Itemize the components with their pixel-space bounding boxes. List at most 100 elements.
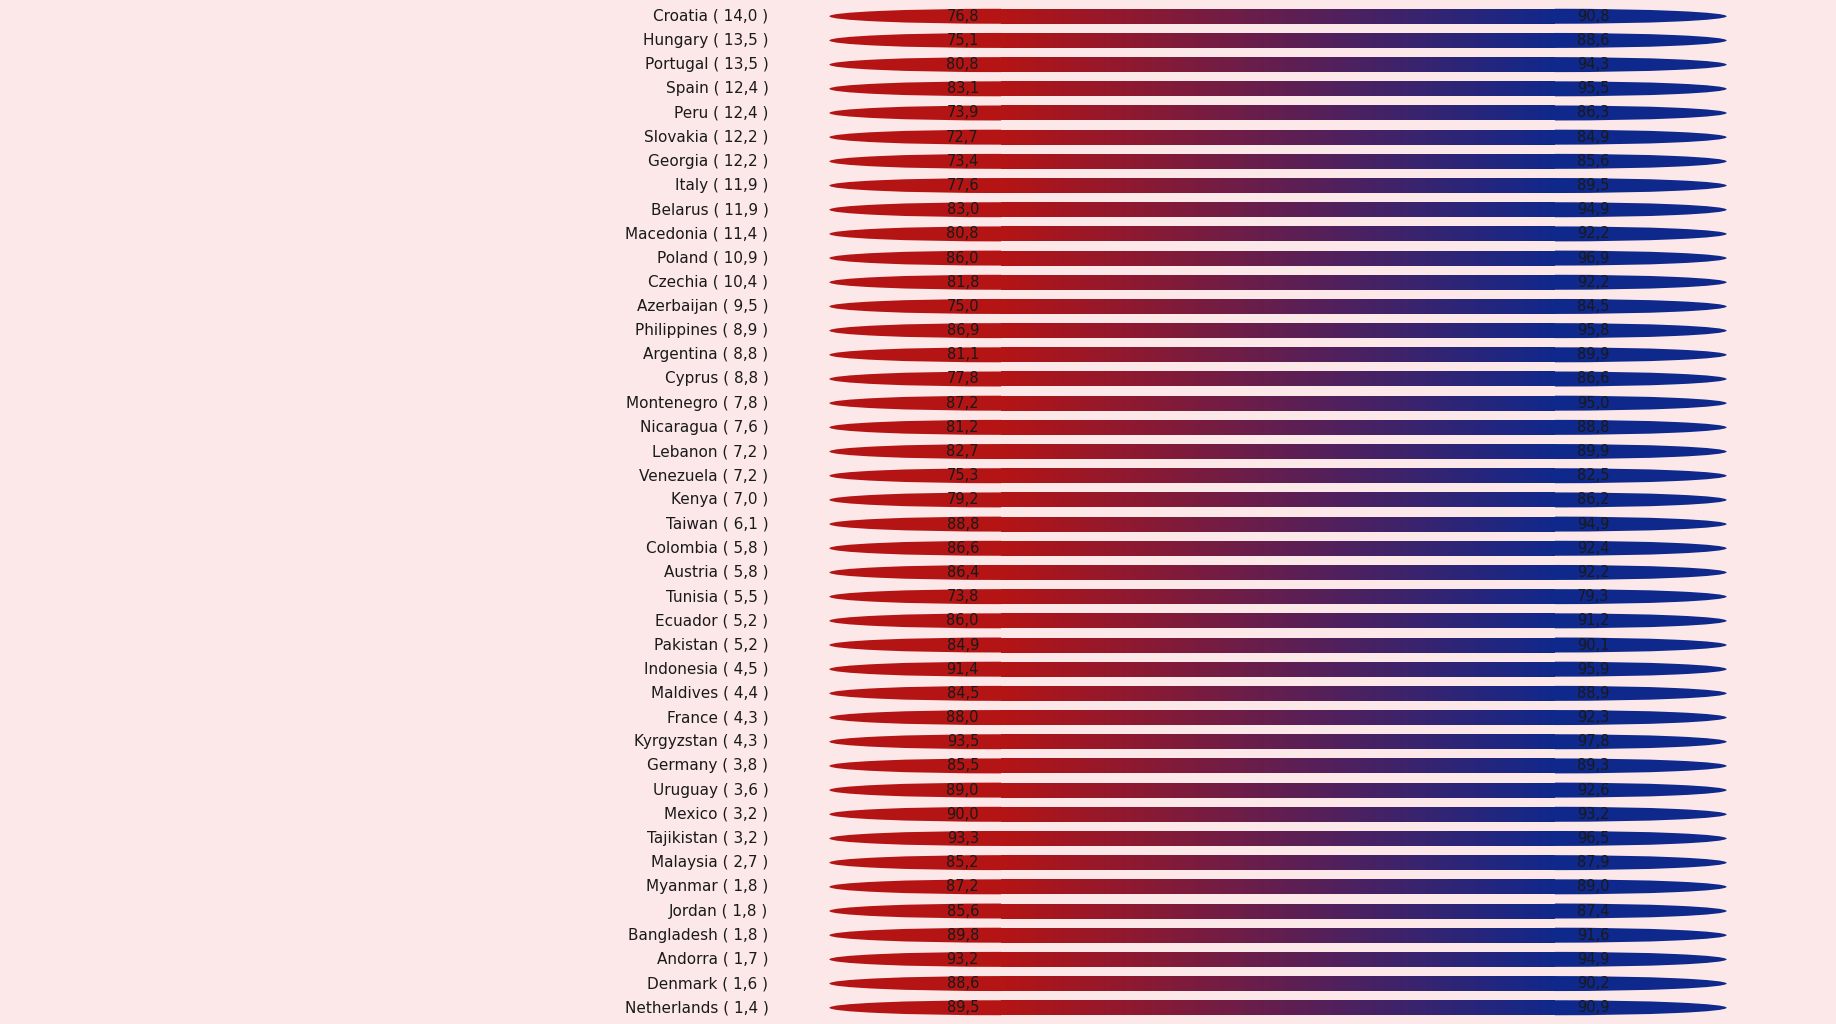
Bar: [1282, 226, 1283, 242]
Bar: [1148, 57, 1151, 72]
Bar: [1236, 274, 1239, 290]
Bar: [1416, 976, 1419, 991]
Bar: [1375, 251, 1377, 265]
Bar: [1452, 202, 1456, 217]
Bar: [1267, 324, 1271, 338]
Bar: [1289, 855, 1293, 870]
Bar: [1348, 444, 1349, 459]
Bar: [1430, 903, 1434, 919]
Bar: [1236, 130, 1239, 144]
Bar: [1203, 807, 1206, 822]
Bar: [1524, 880, 1528, 894]
Bar: [1265, 372, 1267, 386]
Bar: [1360, 372, 1364, 386]
Bar: [1135, 782, 1136, 798]
Bar: [1201, 516, 1203, 531]
Wedge shape: [830, 226, 1001, 242]
Bar: [1135, 565, 1136, 580]
Bar: [1267, 202, 1271, 217]
Bar: [1467, 830, 1469, 846]
Bar: [1461, 855, 1463, 870]
Bar: [1034, 57, 1037, 72]
Bar: [1096, 880, 1098, 894]
Bar: [1012, 154, 1015, 169]
Bar: [1234, 33, 1236, 48]
Bar: [1282, 880, 1283, 894]
Bar: [1120, 734, 1124, 750]
Bar: [1208, 154, 1212, 169]
Bar: [1491, 613, 1495, 629]
Bar: [1371, 154, 1375, 169]
Bar: [1048, 782, 1050, 798]
Bar: [1212, 589, 1214, 604]
Bar: [1469, 154, 1472, 169]
Bar: [1423, 57, 1425, 72]
Bar: [1157, 154, 1159, 169]
Bar: [1065, 686, 1067, 700]
Bar: [1201, 105, 1203, 121]
Bar: [1495, 759, 1496, 773]
Bar: [1168, 324, 1170, 338]
Bar: [1087, 299, 1091, 314]
Bar: [1179, 807, 1181, 822]
Bar: [1124, 226, 1125, 242]
Bar: [1032, 251, 1034, 265]
Bar: [1439, 952, 1441, 967]
Bar: [1032, 976, 1034, 991]
Bar: [1214, 420, 1217, 435]
Bar: [1010, 686, 1012, 700]
Bar: [1076, 9, 1078, 24]
Bar: [1445, 178, 1447, 194]
Bar: [1059, 130, 1061, 144]
Bar: [1337, 57, 1338, 72]
Bar: [1146, 154, 1148, 169]
Bar: [1195, 274, 1197, 290]
Wedge shape: [830, 444, 1001, 459]
Bar: [1259, 638, 1261, 652]
Bar: [1375, 928, 1377, 943]
Bar: [1028, 420, 1032, 435]
Bar: [1441, 154, 1445, 169]
Bar: [1423, 928, 1425, 943]
Bar: [1500, 589, 1502, 604]
Bar: [1414, 251, 1416, 265]
Bar: [1416, 855, 1419, 870]
Bar: [1518, 710, 1522, 725]
Bar: [1522, 9, 1524, 24]
Bar: [1157, 565, 1159, 580]
Bar: [1496, 178, 1500, 194]
Bar: [1414, 759, 1416, 773]
Bar: [1195, 154, 1197, 169]
Bar: [1272, 347, 1276, 362]
Bar: [1214, 638, 1217, 652]
Bar: [1107, 830, 1109, 846]
Bar: [1500, 928, 1502, 943]
Bar: [1463, 903, 1467, 919]
Bar: [1272, 734, 1276, 750]
Bar: [1278, 251, 1282, 265]
Bar: [1021, 541, 1023, 556]
Bar: [1416, 251, 1419, 265]
Bar: [1004, 565, 1006, 580]
Bar: [1392, 516, 1394, 531]
Bar: [1517, 759, 1518, 773]
Bar: [1276, 57, 1278, 72]
Bar: [1250, 202, 1254, 217]
Bar: [1364, 662, 1366, 677]
Bar: [1048, 928, 1050, 943]
Bar: [1061, 903, 1065, 919]
Wedge shape: [1555, 613, 1726, 629]
Bar: [1072, 347, 1076, 362]
Bar: [1458, 516, 1461, 531]
Bar: [1478, 444, 1480, 459]
Bar: [1349, 444, 1353, 459]
Bar: [1463, 154, 1467, 169]
Bar: [1461, 807, 1463, 822]
Bar: [1175, 154, 1179, 169]
Bar: [1403, 493, 1405, 508]
Bar: [1414, 81, 1416, 96]
Bar: [1113, 952, 1114, 967]
Bar: [1311, 782, 1315, 798]
Bar: [1342, 57, 1344, 72]
Wedge shape: [1555, 395, 1726, 411]
